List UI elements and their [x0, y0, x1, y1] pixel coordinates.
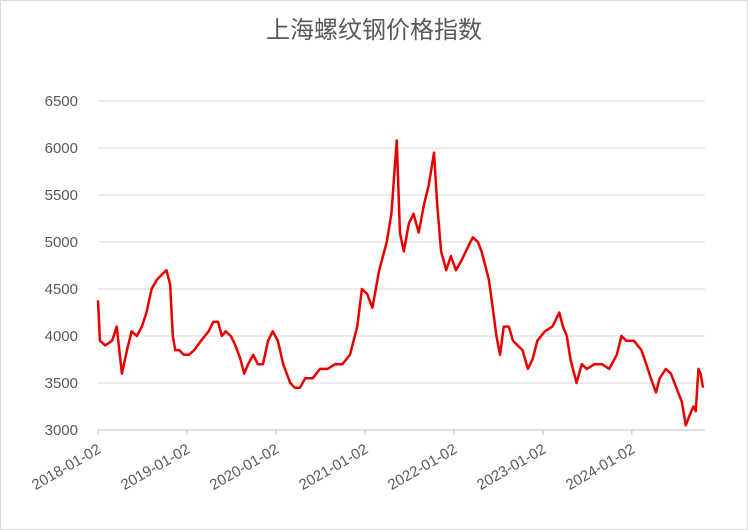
y-tick-label: 5000 [45, 234, 78, 251]
y-tick-label: 5500 [45, 187, 78, 204]
y-tick-label: 3500 [45, 375, 78, 392]
y-tick-label: 6000 [45, 140, 78, 157]
y-tick-label: 4000 [45, 328, 78, 345]
y-tick-label: 3000 [45, 422, 78, 439]
chart-title: 上海螺纹钢价格指数 [266, 17, 482, 44]
line-series [96, 139, 705, 427]
y-tick-label: 4500 [45, 281, 78, 298]
y-tick-label: 6500 [45, 93, 78, 110]
